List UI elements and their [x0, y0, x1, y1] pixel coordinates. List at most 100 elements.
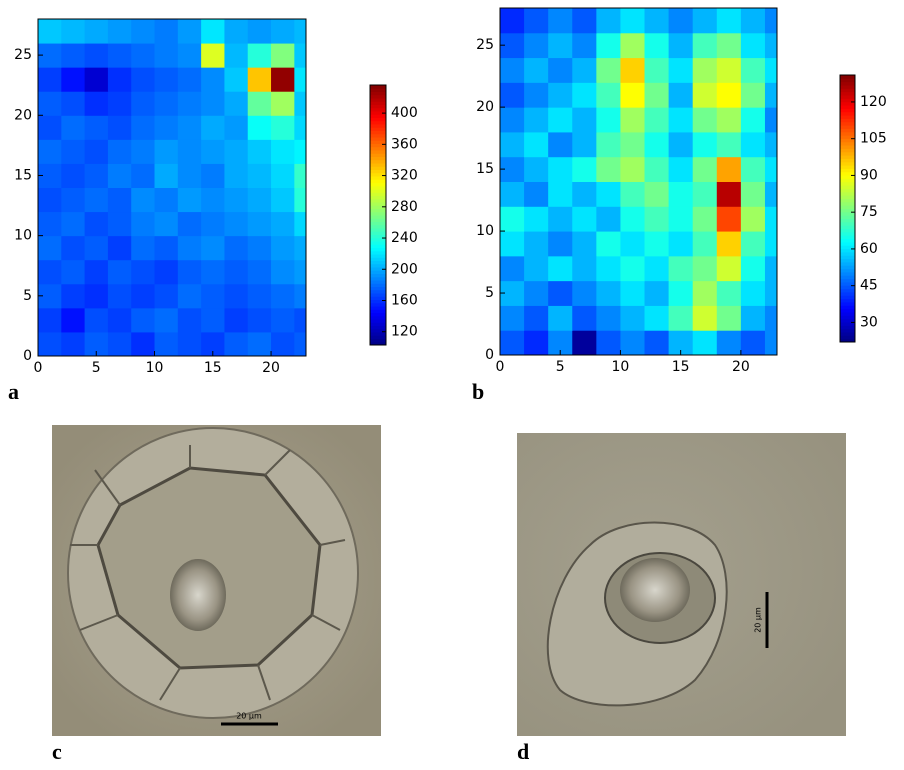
colorbar-swatch — [370, 293, 386, 297]
heat-cell — [108, 260, 132, 285]
colorbar-tick-label: 240 — [391, 230, 418, 246]
heat-cell — [693, 33, 718, 58]
heat-cell — [201, 188, 225, 213]
x-tick-label: 0 — [34, 360, 43, 376]
heat-cell — [61, 139, 85, 164]
heat-cell — [155, 91, 179, 116]
heat-cell — [248, 115, 272, 140]
colorbar-swatch — [840, 329, 855, 333]
heat-cell — [85, 115, 109, 140]
colorbar-swatch — [840, 178, 855, 182]
heat-cell — [717, 231, 742, 256]
heat-cell — [693, 182, 718, 207]
heat-cell — [38, 91, 62, 116]
panel-label: c — [52, 739, 62, 764]
heat-cell — [131, 284, 155, 309]
heat-cell — [248, 188, 272, 213]
heat-cell — [294, 115, 306, 140]
heat-cell — [524, 8, 549, 33]
colorbar-tick-label: 105 — [860, 131, 887, 147]
heat-cell — [131, 67, 155, 92]
colorbar-swatch — [840, 125, 855, 129]
heat-cell — [108, 212, 132, 237]
colorbar-tick-label: 320 — [391, 168, 418, 184]
heat-cell — [741, 330, 766, 355]
heat-cell — [178, 43, 202, 68]
heat-cell — [131, 19, 155, 44]
heat-cell — [224, 115, 248, 140]
heat-cell — [224, 212, 248, 237]
colorbar-swatch — [370, 215, 386, 219]
colorbar-swatch — [370, 157, 386, 161]
heat-cell — [693, 206, 718, 231]
colorbar-swatch — [370, 85, 386, 89]
heat-cell — [717, 256, 742, 281]
heat-cell — [224, 236, 248, 261]
heat-cell — [741, 132, 766, 157]
heat-cell — [224, 308, 248, 333]
heat-cell — [85, 308, 109, 333]
heat-cell — [717, 58, 742, 83]
heat-cell — [572, 256, 597, 281]
heat-cell — [669, 107, 694, 132]
colorbar-swatch — [370, 121, 386, 125]
heat-cell — [61, 188, 85, 213]
heat-cell — [248, 284, 272, 309]
heat-cell — [524, 206, 549, 231]
colorbar-swatch — [370, 283, 386, 287]
heat-cell — [741, 182, 766, 207]
colorbar-swatch — [370, 264, 386, 268]
colorbar-swatch — [370, 225, 386, 229]
heat-cell — [61, 212, 85, 237]
heat-cell — [248, 163, 272, 188]
heat-cell — [669, 82, 694, 107]
colorbar-tick-label: 200 — [391, 261, 418, 277]
heat-cell — [645, 33, 670, 58]
heat-cell — [717, 182, 742, 207]
heat-cell — [717, 82, 742, 107]
colorbar-swatch — [370, 287, 386, 291]
colorbar-swatch — [840, 302, 855, 306]
heat-cell — [572, 305, 597, 330]
heat-cell — [596, 256, 621, 281]
heat-cell — [85, 19, 109, 44]
heat-cell — [548, 8, 573, 33]
colorbar-swatch — [370, 127, 386, 131]
colorbar-swatch — [840, 272, 855, 276]
colorbar-swatch — [840, 292, 855, 296]
heat-cell — [155, 308, 179, 333]
heat-cell — [201, 284, 225, 309]
heat-cell — [572, 33, 597, 58]
heat-cell — [108, 115, 132, 140]
heat-cell — [155, 115, 179, 140]
heat-cell — [741, 8, 766, 33]
colorbar-swatch — [370, 257, 386, 261]
colorbar-swatch — [840, 115, 855, 119]
colorbar-swatch — [370, 163, 386, 167]
heat-cell — [693, 82, 718, 107]
heat-cell — [717, 157, 742, 182]
heat-cell — [524, 281, 549, 306]
heat-cell — [248, 91, 272, 116]
heat-cell — [548, 256, 573, 281]
heat-cell — [178, 212, 202, 237]
colorbar-swatch — [370, 248, 386, 252]
heat-cell — [741, 305, 766, 330]
heat-cell — [294, 163, 306, 188]
heat-cell — [620, 182, 645, 207]
heat-cell — [224, 332, 248, 357]
heat-cell — [548, 305, 573, 330]
heat-cell — [131, 308, 155, 333]
heat-cell — [61, 91, 85, 116]
heat-cell — [178, 284, 202, 309]
heat-cell — [224, 43, 248, 68]
colorbar-swatch — [370, 179, 386, 183]
heat-cell — [596, 182, 621, 207]
heat-cell — [572, 132, 597, 157]
heat-cell — [271, 332, 295, 357]
heat-cell — [645, 256, 670, 281]
colorbar-swatch — [840, 185, 855, 189]
heat-cell — [717, 132, 742, 157]
colorbar-swatch — [370, 88, 386, 92]
colorbar-swatch — [840, 128, 855, 132]
